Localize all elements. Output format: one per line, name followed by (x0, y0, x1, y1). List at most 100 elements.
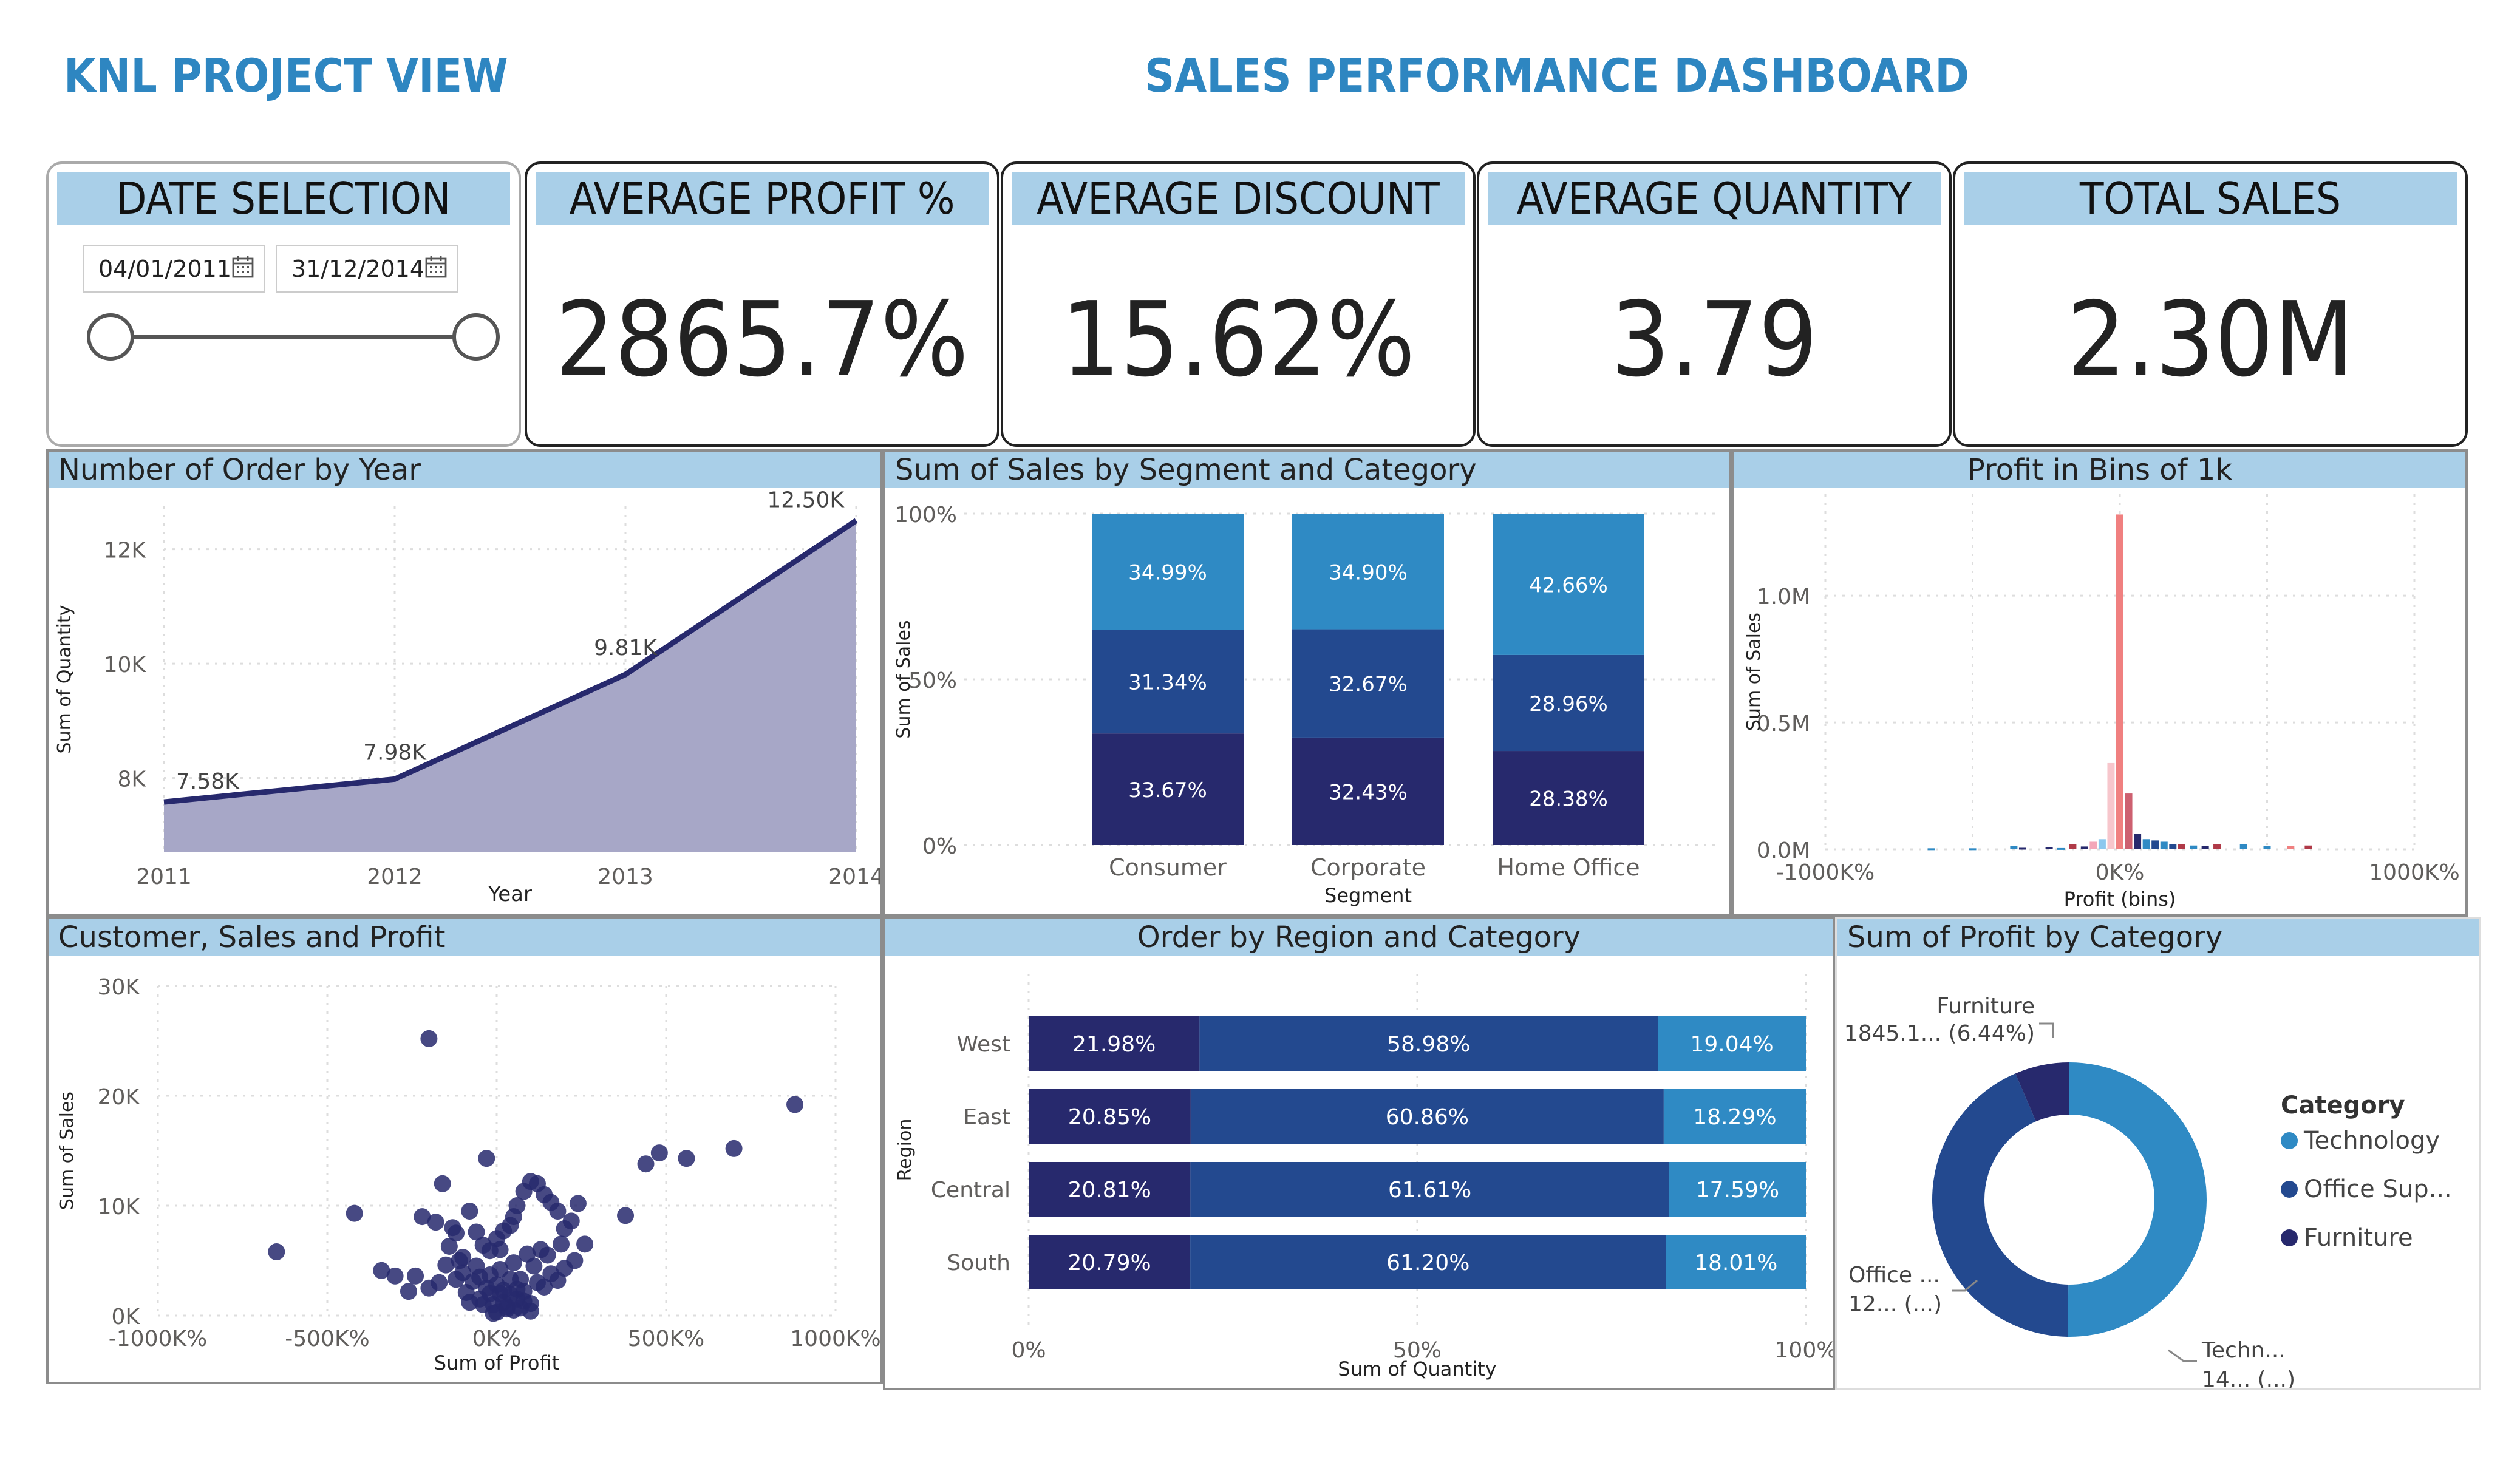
brand-title: KNL PROJECT VIEW (64, 49, 508, 103)
kpi-label: AVERAGE DISCOUNT (1012, 172, 1465, 225)
y-tick-label: East (963, 1105, 1010, 1130)
x-tick-label: -1000K% (1776, 860, 1875, 885)
bar-segment (1092, 630, 1244, 734)
y-tick-label: 50% (908, 668, 957, 693)
y-axis-title: Region (894, 1119, 916, 1181)
kpi-value: 2865.7% (555, 280, 969, 400)
kpi-label: AVERAGE QUANTITY (1488, 172, 1941, 225)
panel-title: Customer, Sales and Profit (49, 919, 880, 956)
histogram-bar (2107, 762, 2115, 849)
y-tick-label: 1.0M (1757, 585, 1810, 610)
data-label: 33.67% (1128, 778, 1207, 803)
kpi-card-quantity: AVERAGE QUANTITY 3.79 (1477, 161, 1952, 447)
x-tick-label: 0K% (472, 1326, 522, 1351)
profit-by-category-panel: Sum of Profit by Category Techn... 14... … (1835, 917, 2481, 1390)
y-tick-label: 100% (894, 503, 957, 528)
bar-segment (1292, 629, 1444, 738)
bar-segment (1029, 1162, 1191, 1217)
scatter-point (478, 1150, 495, 1167)
legend-entry: Furniture (2304, 1224, 2413, 1252)
y-tick-label: 10K (104, 653, 147, 678)
panel-title: Number of Order by Year (49, 452, 880, 488)
bar-segment (1292, 514, 1444, 630)
bar-segment (1190, 1235, 1666, 1289)
callout-line (1952, 1279, 1978, 1292)
scatter-point (414, 1208, 431, 1226)
data-label: 34.90% (1329, 560, 1408, 585)
scatter-point (502, 1271, 519, 1288)
histogram-bar (2190, 845, 2198, 849)
x-tick-label: 2011 (136, 864, 192, 889)
scatter-point (536, 1278, 553, 1296)
date-slider-end-handle[interactable] (452, 313, 500, 361)
bar-segment (1669, 1162, 1806, 1217)
scatter-point (471, 1268, 489, 1286)
donut-slice (1932, 1073, 2069, 1337)
panel-title: Profit in Bins of 1k (1734, 452, 2465, 488)
histogram-bar (2239, 844, 2247, 849)
y-tick-label: West (956, 1032, 1010, 1057)
histogram-bar (2134, 834, 2142, 849)
callout-label: 14... (...) (2202, 1367, 2295, 1390)
histogram-bar (2057, 847, 2065, 850)
x-axis-title: Sum of Quantity (1338, 1357, 1496, 1381)
kpi-value: 2.30M (2066, 280, 2354, 400)
data-label: 9.81K (594, 636, 658, 661)
start-date-input[interactable]: 04/01/2011 (83, 245, 265, 293)
y-tick-label: 20K (98, 1085, 141, 1110)
histogram-bar (2160, 841, 2168, 849)
x-tick-label: 0% (1011, 1338, 1046, 1363)
y-axis-title: Sum of Sales (56, 1092, 78, 1210)
x-tick-label: 50% (1393, 1338, 1442, 1363)
date-slider-start-handle[interactable] (87, 313, 134, 361)
order-by-region-chart: 0% 50% 100% 21.98% 58.98% 19.04% West 20.85% 60.… (894, 974, 1833, 1381)
x-tick-label: -500K% (285, 1326, 370, 1351)
calendar-icon[interactable] (424, 255, 448, 279)
y-tick-label: 30K (98, 975, 141, 1000)
bar-segment (1029, 1016, 1200, 1071)
data-label: 42.66% (1529, 573, 1608, 597)
calendar-icon[interactable] (231, 255, 255, 279)
x-axis-title: Profit (bins) (2064, 888, 2176, 911)
orders-by-year-chart: 8K 10K 12K 2011 2012 2013 2014 7.58K 7.98K 9.81K 1… (54, 488, 883, 906)
scatter-point (566, 1252, 584, 1269)
histogram-bar (2213, 844, 2221, 849)
bar-segment (1190, 1162, 1669, 1217)
panel-title: Sum of Profit by Category (1837, 919, 2479, 956)
histogram-bar (2045, 847, 2053, 849)
start-date-value: 04/01/2011 (98, 256, 232, 282)
scatter-point (386, 1267, 404, 1285)
histogram-bar (2287, 846, 2295, 849)
x-tick-label: 2014 (828, 864, 883, 889)
kpi-label: TOTAL SALES (1964, 172, 2457, 225)
callout-label: 1845.1... (6.44%) (1844, 1021, 2035, 1046)
bar-segment (1092, 733, 1244, 845)
data-label: 18.29% (1693, 1105, 1776, 1130)
scatter-point (444, 1219, 461, 1237)
scatter-point (569, 1195, 587, 1212)
histogram-bar (2151, 840, 2159, 849)
x-tick-label: Home Office (1497, 854, 1640, 881)
data-label: 20.81% (1068, 1178, 1151, 1203)
histogram-bar (2142, 839, 2150, 849)
kpi-card-profit: AVERAGE PROFIT % 2865.7% (525, 161, 999, 447)
scatter-point (505, 1208, 522, 1226)
bar-segment (1658, 1016, 1806, 1071)
scatter-point (617, 1207, 635, 1224)
histogram-bar (2116, 514, 2123, 849)
y-axis-title: Sum of Sales (1743, 613, 1765, 731)
histogram-bar (2169, 844, 2177, 849)
end-date-input[interactable]: 31/12/2014 (276, 245, 458, 293)
x-tick-label: 0K% (2096, 860, 2145, 885)
dashboard-title: SALES PERFORMANCE DASHBOARD (1145, 49, 1970, 103)
scatter-point (427, 1214, 444, 1231)
x-tick-label: -1000K% (109, 1326, 207, 1351)
data-label: 7.98K (363, 740, 427, 765)
customer-scatter-chart: 0K 10K 20K 30K -1000K% -500K% 0K% 500K% 1000K% Su… (56, 975, 880, 1374)
y-tick-label: 8K (117, 767, 146, 792)
kpi-value: 15.62% (1061, 280, 1415, 400)
callout-line (2039, 1022, 2054, 1038)
scatter-point (562, 1212, 580, 1230)
bar-segment (1199, 1016, 1658, 1071)
y-tick-label: 0K (111, 1305, 140, 1330)
